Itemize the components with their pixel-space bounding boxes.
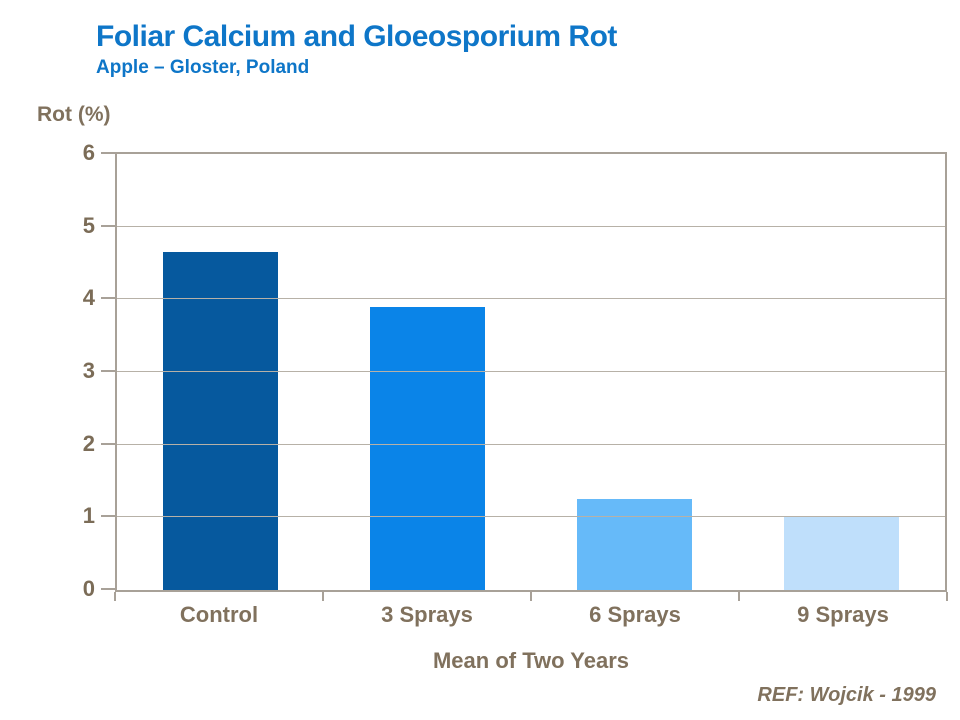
y-tick-label-4: 4 [82, 285, 95, 311]
y-tick-mark-6 [101, 152, 115, 154]
y-tick-mark-4 [101, 297, 115, 300]
x-label-control: Control [179, 602, 259, 627]
bar-slot-6-sprays [531, 154, 738, 590]
y-tick-label-6: 6 [82, 140, 95, 165]
x-label-6-sprays: 6 Sprays [589, 602, 681, 627]
y-tick-label-0: 0 [82, 576, 95, 601]
chart-subtitle: Apple – Gloster, Poland [96, 57, 310, 78]
y-tick-label-3: 3 [82, 358, 95, 383]
y-tick-mark-1 [101, 515, 115, 518]
bars-row [117, 154, 945, 590]
x-label-9-sprays: 9 Sprays [797, 602, 889, 627]
x-axis-title: Mean of Two Years [432, 648, 630, 673]
x-label-3-sprays: 3 Sprays [381, 602, 473, 627]
y-tick-mark-2 [101, 442, 115, 445]
x-tick-mark-1 [322, 592, 324, 601]
plot-area [115, 152, 947, 592]
bar-slot-3-sprays [324, 154, 531, 590]
x-tick-mark-4 [946, 592, 948, 601]
chart-title: Foliar Calcium and Gloeosporium Rot [96, 20, 617, 53]
y-tick-label-5: 5 [82, 212, 95, 238]
bar-control [162, 252, 279, 590]
y-tick-label-2: 2 [82, 430, 95, 456]
bar-3-sprays [369, 306, 486, 590]
bar-slot-control [117, 154, 324, 590]
y-axis-title: Rot (%) [37, 103, 111, 126]
bar-6-sprays [576, 499, 693, 590]
x-tick-mark-0 [114, 592, 116, 601]
y-tick-mark-3 [101, 370, 115, 372]
y-tick-mark-0 [101, 588, 115, 590]
y-tick-mark-5 [101, 224, 115, 227]
x-tick-mark-2 [530, 592, 532, 601]
y-tick-label-1: 1 [82, 503, 95, 529]
bar-slot-9-sprays [738, 154, 945, 590]
bar-9-sprays [783, 517, 900, 590]
reference-text: REF: Wojcik - 1999 [757, 684, 936, 706]
x-tick-mark-3 [738, 592, 740, 601]
x-category-labels: Control 3 Sprays 6 Sprays 9 Sprays [115, 602, 947, 628]
